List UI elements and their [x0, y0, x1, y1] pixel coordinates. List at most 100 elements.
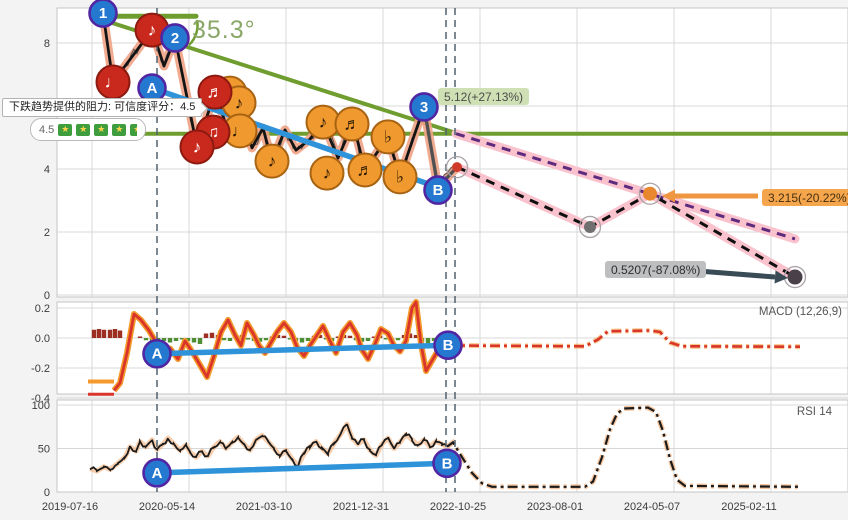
point-marker-2[interactable]: 2 — [160, 23, 190, 53]
session-lines — [156, 8, 456, 492]
svg-text:0.0: 0.0 — [35, 333, 50, 345]
projection-line-optimistic[interactable] — [455, 132, 796, 241]
svg-text:2019-07-16: 2019-07-16 — [42, 501, 98, 513]
svg-text:B: B — [433, 182, 444, 199]
half-star-icon: ★ — [130, 123, 138, 136]
svg-text:♩: ♩ — [232, 121, 249, 140]
ab-trendline-macd[interactable] — [154, 342, 451, 357]
point-marker-3[interactable]: 3 — [409, 92, 439, 122]
note-marker[interactable]: ♪ — [179, 129, 215, 165]
point-marker-A[interactable]: A — [142, 338, 172, 369]
target-up-label[interactable]: 5.12(+27.13%) — [438, 88, 530, 105]
star-icon: ★ — [112, 123, 127, 136]
note-marker[interactable]: ♬ — [347, 152, 383, 188]
rsi-projection-line — [446, 406, 801, 488]
macd-histogram-bar — [209, 332, 215, 338]
macd-histogram-bar — [101, 329, 107, 338]
macd-histogram-bar — [299, 338, 305, 343]
projection-dot-down-target[interactable] — [787, 269, 803, 285]
macd-histogram-bar — [96, 329, 102, 338]
svg-text:4: 4 — [44, 164, 50, 176]
note-marker[interactable]: ♬ — [334, 106, 370, 142]
macd-histogram-bar — [191, 338, 197, 343]
point-marker-B[interactable]: B — [432, 448, 462, 479]
svg-text:0.2: 0.2 — [35, 303, 50, 315]
macd-histogram-bar — [179, 338, 185, 340]
svg-text:♬: ♬ — [357, 160, 374, 179]
svg-text:A: A — [147, 80, 158, 97]
svg-text:♪: ♪ — [235, 93, 244, 112]
macd-histogram-bar — [107, 329, 113, 338]
note-marker[interactable]: ♩ — [95, 64, 131, 100]
projection-line-pessimistic[interactable] — [456, 165, 796, 279]
svg-text:0: 0 — [44, 487, 50, 499]
note-marker[interactable]: ♭ — [370, 119, 406, 155]
macd-histogram-bar — [257, 338, 263, 342]
macd-histogram-bar — [425, 338, 431, 344]
svg-text:2024-05-07: 2024-05-07 — [624, 501, 680, 513]
point-marker-1[interactable]: 1 — [88, 0, 118, 28]
trend-angle-label: 35.3° — [192, 16, 256, 44]
note-marker[interactable]: ♬ — [197, 74, 233, 110]
resistance-tooltip-text: 下跌趋势提供的阻力: 可信度评分：4.5 — [9, 101, 196, 113]
confidence-score-bubble: 4.5 ★ ★ ★ ★ ★ — [30, 118, 147, 141]
macd-histogram-bar — [431, 338, 437, 341]
dot-ring — [578, 215, 602, 239]
note-marker[interactable]: ♪ — [309, 155, 345, 191]
projection-dot-current[interactable] — [452, 162, 462, 173]
macd-panel — [88, 299, 801, 396]
macd-histogram-bar — [117, 330, 123, 338]
svg-text:♭: ♭ — [396, 167, 404, 186]
macd-histogram-bar — [197, 338, 203, 344]
macd-projection-line — [447, 329, 801, 348]
point-marker-B[interactable]: B — [423, 175, 453, 205]
macd-histogram-bar — [287, 338, 293, 340]
svg-text:2020-05-14: 2020-05-14 — [139, 501, 195, 513]
target-down-label[interactable]: 0.5207(-87.08%) — [605, 261, 707, 278]
svg-text:A: A — [152, 465, 163, 482]
svg-text:♪: ♪ — [148, 21, 157, 40]
svg-text:0: 0 — [44, 290, 50, 302]
svg-text:♪: ♪ — [323, 164, 332, 183]
svg-text:2: 2 — [44, 227, 50, 239]
note-marker[interactable]: ♪ — [254, 143, 290, 179]
grid — [56, 7, 848, 493]
projection-dot-mid-target[interactable] — [643, 186, 657, 201]
target-mid-label[interactable]: 3.215(-20.22%) — [762, 189, 848, 206]
ab-trendline-rsi[interactable] — [154, 460, 450, 476]
macd-histogram-bar — [395, 338, 401, 341]
svg-text:♩: ♩ — [105, 73, 122, 92]
svg-text:A: A — [152, 346, 163, 363]
svg-text:2021-03-10: 2021-03-10 — [236, 501, 292, 513]
svg-text:♪: ♪ — [268, 152, 277, 171]
svg-text:8: 8 — [44, 38, 50, 50]
svg-text:B: B — [442, 455, 453, 472]
macd-histogram-bar — [335, 336, 341, 338]
svg-text:1: 1 — [99, 5, 107, 22]
svg-text:♬: ♬ — [344, 114, 361, 133]
note-marker[interactable]: ♪ — [305, 104, 341, 140]
point-marker-B[interactable]: B — [433, 330, 463, 361]
svg-text:♭: ♭ — [384, 127, 392, 146]
macd-histogram-bar — [203, 333, 209, 338]
macd-histogram-bar — [245, 338, 251, 340]
svg-text:♬: ♬ — [207, 83, 224, 102]
svg-text:50: 50 — [38, 444, 50, 456]
angle-arc — [188, 19, 199, 46]
dot-ring — [445, 155, 469, 179]
macd-histogram-bar — [359, 338, 365, 342]
macd-histogram-bar — [305, 338, 311, 341]
svg-text:2023-08-01: 2023-08-01 — [527, 501, 583, 513]
macd-histogram-bar — [347, 335, 353, 338]
macd-histogram-bar — [275, 335, 281, 338]
confidence-score-value: 4.5 — [39, 123, 55, 136]
note-marker[interactable]: ♭ — [382, 159, 418, 195]
macd-histogram-bar — [185, 338, 191, 341]
point-marker-A[interactable]: A — [142, 458, 172, 488]
svg-text:-0.2: -0.2 — [31, 363, 50, 375]
star-icon: ★ — [76, 123, 91, 136]
rsi-panel — [89, 405, 801, 490]
projection-dots — [445, 155, 807, 289]
projection-dot-low[interactable] — [584, 220, 596, 233]
